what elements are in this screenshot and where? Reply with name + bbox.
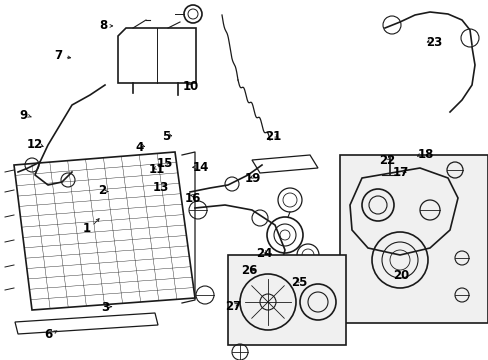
Text: 21: 21 <box>264 130 281 143</box>
Text: 22: 22 <box>378 154 395 167</box>
Bar <box>339 155 487 323</box>
Text: 6: 6 <box>44 328 52 341</box>
Text: 18: 18 <box>416 148 433 161</box>
Text: 17: 17 <box>392 166 408 179</box>
Text: 1: 1 <box>83 222 91 235</box>
Text: 11: 11 <box>148 163 164 176</box>
Text: 2: 2 <box>98 184 105 197</box>
Text: 5: 5 <box>162 130 170 143</box>
Text: 4: 4 <box>135 141 143 154</box>
Text: 27: 27 <box>225 300 242 313</box>
Text: 25: 25 <box>290 276 307 289</box>
Text: 24: 24 <box>255 247 272 260</box>
Text: 13: 13 <box>152 181 168 194</box>
Text: 12: 12 <box>27 138 43 150</box>
Text: 9: 9 <box>20 109 27 122</box>
Text: 3: 3 <box>101 301 109 314</box>
Text: 26: 26 <box>241 264 257 277</box>
Text: 19: 19 <box>244 172 261 185</box>
Text: 20: 20 <box>392 269 408 282</box>
Text: 8: 8 <box>100 19 107 32</box>
Bar <box>227 255 346 345</box>
Text: 23: 23 <box>425 36 442 49</box>
Text: 7: 7 <box>55 49 62 62</box>
Text: 16: 16 <box>184 192 201 204</box>
Text: 14: 14 <box>192 161 208 174</box>
Text: 15: 15 <box>157 157 173 170</box>
Text: 10: 10 <box>182 80 199 93</box>
